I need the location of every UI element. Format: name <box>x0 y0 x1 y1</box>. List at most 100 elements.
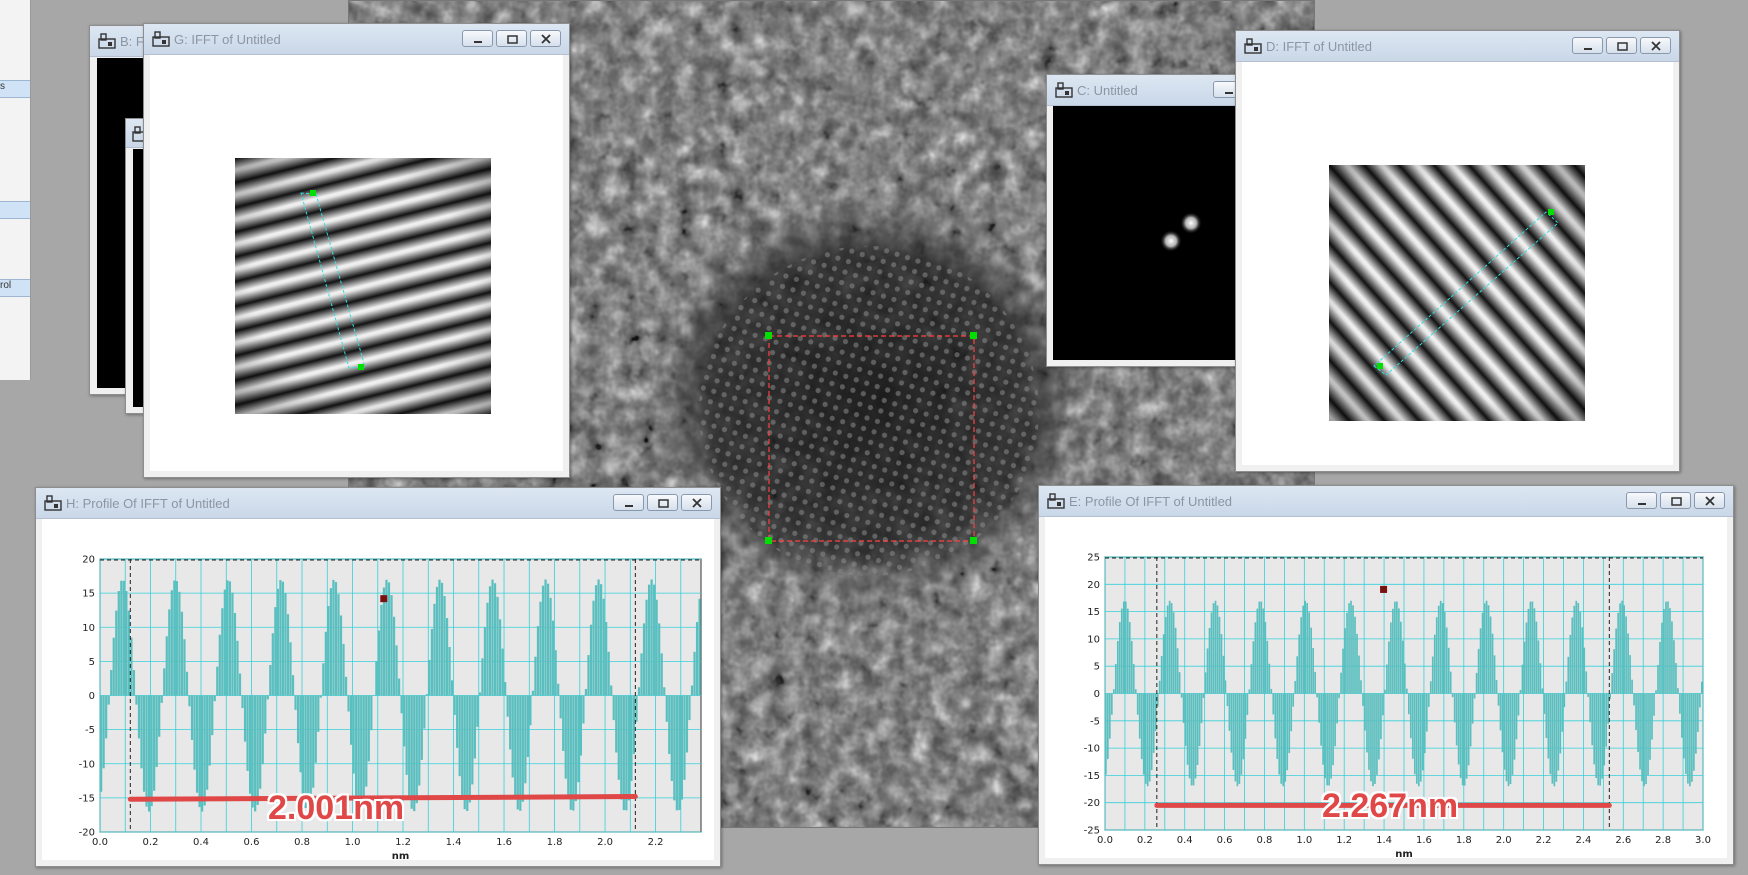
window-c[interactable]: C: Untitled <box>1046 74 1238 367</box>
profile-bar <box>1354 616 1356 694</box>
profile-bar <box>1615 628 1617 694</box>
profile-bar <box>635 695 638 722</box>
restore-button[interactable] <box>647 494 678 511</box>
profile-bar <box>307 695 310 812</box>
profile-chart-h[interactable]: 0.0 0.2 0.4 0.6 0.8 1.0 1.2 1.4 1.6 1.8 2.0 2.2 20 15… <box>42 519 714 860</box>
ifft-image-d[interactable] <box>1329 165 1585 421</box>
profile-bar <box>1310 627 1313 694</box>
x-tick-label: 0.2 <box>143 837 159 848</box>
window-d[interactable]: D: IFFT of Untitled <box>1235 30 1680 472</box>
window-c-titlebar[interactable]: C: Untitled <box>1047 75 1237 106</box>
profile-handle-end[interactable] <box>1548 209 1554 215</box>
window-e-titlebar[interactable]: E: Profile Of IFFT of Untitled <box>1039 486 1733 517</box>
profile-bar <box>1411 693 1414 759</box>
restore-icon <box>1671 497 1682 506</box>
profile-bar <box>145 695 148 807</box>
profile-handle-start[interactable] <box>1377 363 1383 369</box>
panel-item-1[interactable]: s <box>0 80 30 98</box>
profile-bar <box>1404 663 1406 694</box>
roi-handle-br[interactable] <box>970 537 977 544</box>
line-profile-roi-d[interactable] <box>1373 211 1559 376</box>
roi-handle-tl[interactable] <box>765 332 772 339</box>
profile-bar <box>569 695 572 810</box>
cursor-marker[interactable] <box>1380 585 1388 593</box>
profile-bar <box>1220 634 1223 694</box>
profile-bar <box>655 599 658 696</box>
minimize-button[interactable] <box>1572 37 1603 54</box>
window-h[interactable]: H: Profile Of IFFT of Untitled 0.0 0.2 0.4… <box>35 487 721 867</box>
profile-bar <box>1433 634 1436 694</box>
profile-bar <box>1643 693 1645 787</box>
profile-bar <box>1595 693 1598 779</box>
profile-bar <box>332 579 335 696</box>
minimize-button[interactable] <box>1213 81 1237 98</box>
profile-bar <box>579 695 583 756</box>
profile-bar <box>291 675 295 696</box>
profile-bar <box>1429 681 1432 694</box>
window-d-titlebar[interactable]: D: IFFT of Untitled <box>1236 31 1679 62</box>
profile-bar <box>408 695 411 797</box>
profile-bar <box>1427 693 1430 707</box>
profile-bar <box>1687 693 1689 784</box>
profile-bar <box>1144 693 1147 784</box>
profile-bar <box>1487 605 1490 694</box>
window-g-titlebar[interactable]: G: IFFT of Untitled <box>144 24 569 55</box>
profile-bar <box>150 695 153 807</box>
profile-bar <box>1148 693 1151 782</box>
profile-bar <box>428 659 431 696</box>
profile-bar <box>1607 693 1610 724</box>
profile-handle-start[interactable] <box>310 190 316 196</box>
minimize-button[interactable] <box>613 494 644 511</box>
profile-bar <box>1142 693 1145 775</box>
minimize-button[interactable] <box>462 30 493 47</box>
close-button[interactable] <box>530 30 561 47</box>
panel-item-2[interactable] <box>0 201 30 219</box>
app-icon <box>44 495 62 511</box>
window-h-titlebar[interactable]: H: Profile Of IFFT of Untitled <box>36 488 720 519</box>
roi-selection[interactable] <box>768 335 975 542</box>
profile-bar <box>1635 693 1637 731</box>
profile-bar <box>1551 693 1554 784</box>
fft-image-c[interactable] <box>1053 106 1237 360</box>
x-tick-label: 0.2 <box>1137 835 1153 846</box>
restore-button[interactable] <box>496 30 527 47</box>
measurement-line[interactable] <box>127 794 638 802</box>
window-g[interactable]: G: IFFT of Untitled <box>143 23 570 478</box>
profile-bar <box>254 695 257 812</box>
profile-bar <box>317 695 320 732</box>
profile-bar <box>1384 689 1386 694</box>
profile-bar <box>1473 693 1476 699</box>
profile-bar <box>1346 612 1348 694</box>
profile-bar <box>1489 616 1492 694</box>
window-e[interactable]: E: Profile Of IFFT of Untitled 0.0 0.2 0.4… <box>1038 485 1734 865</box>
profile-bar <box>433 603 436 696</box>
profile-bar <box>188 695 191 707</box>
profile-bar <box>1390 622 1392 694</box>
close-button[interactable] <box>1640 37 1671 54</box>
profile-bar <box>1475 672 1478 694</box>
profile-bar <box>1465 693 1468 779</box>
restore-button[interactable] <box>1606 37 1637 54</box>
profile-handle-end[interactable] <box>358 364 364 370</box>
profile-bar <box>430 628 434 696</box>
profile-bar <box>1202 693 1205 698</box>
roi-handle-tr[interactable] <box>970 332 977 339</box>
profile-bar <box>584 688 588 696</box>
close-button[interactable] <box>1694 492 1725 509</box>
profile-bar <box>453 695 456 715</box>
y-tick-label: 10 <box>82 623 95 634</box>
profile-bar <box>1675 663 1677 694</box>
panel-item-3[interactable]: rol <box>0 279 30 297</box>
close-button[interactable] <box>681 494 712 511</box>
ifft-image-g[interactable] <box>235 158 491 414</box>
profile-chart-e[interactable]: 0.0 0.2 0.4 0.6 0.8 1.0 1.2 1.4 1.6 1.8 2.0 2.2 2.4 2… <box>1045 517 1727 859</box>
cursor-marker[interactable] <box>380 595 388 603</box>
profile-bar <box>1611 673 1613 694</box>
roi-handle-bl[interactable] <box>765 537 772 544</box>
profile-bar <box>352 695 355 774</box>
minimize-button[interactable] <box>1626 492 1657 509</box>
profile-bar <box>213 695 216 702</box>
restore-button[interactable] <box>1660 492 1691 509</box>
profile-bar <box>170 590 173 696</box>
profile-bar <box>1186 693 1189 765</box>
